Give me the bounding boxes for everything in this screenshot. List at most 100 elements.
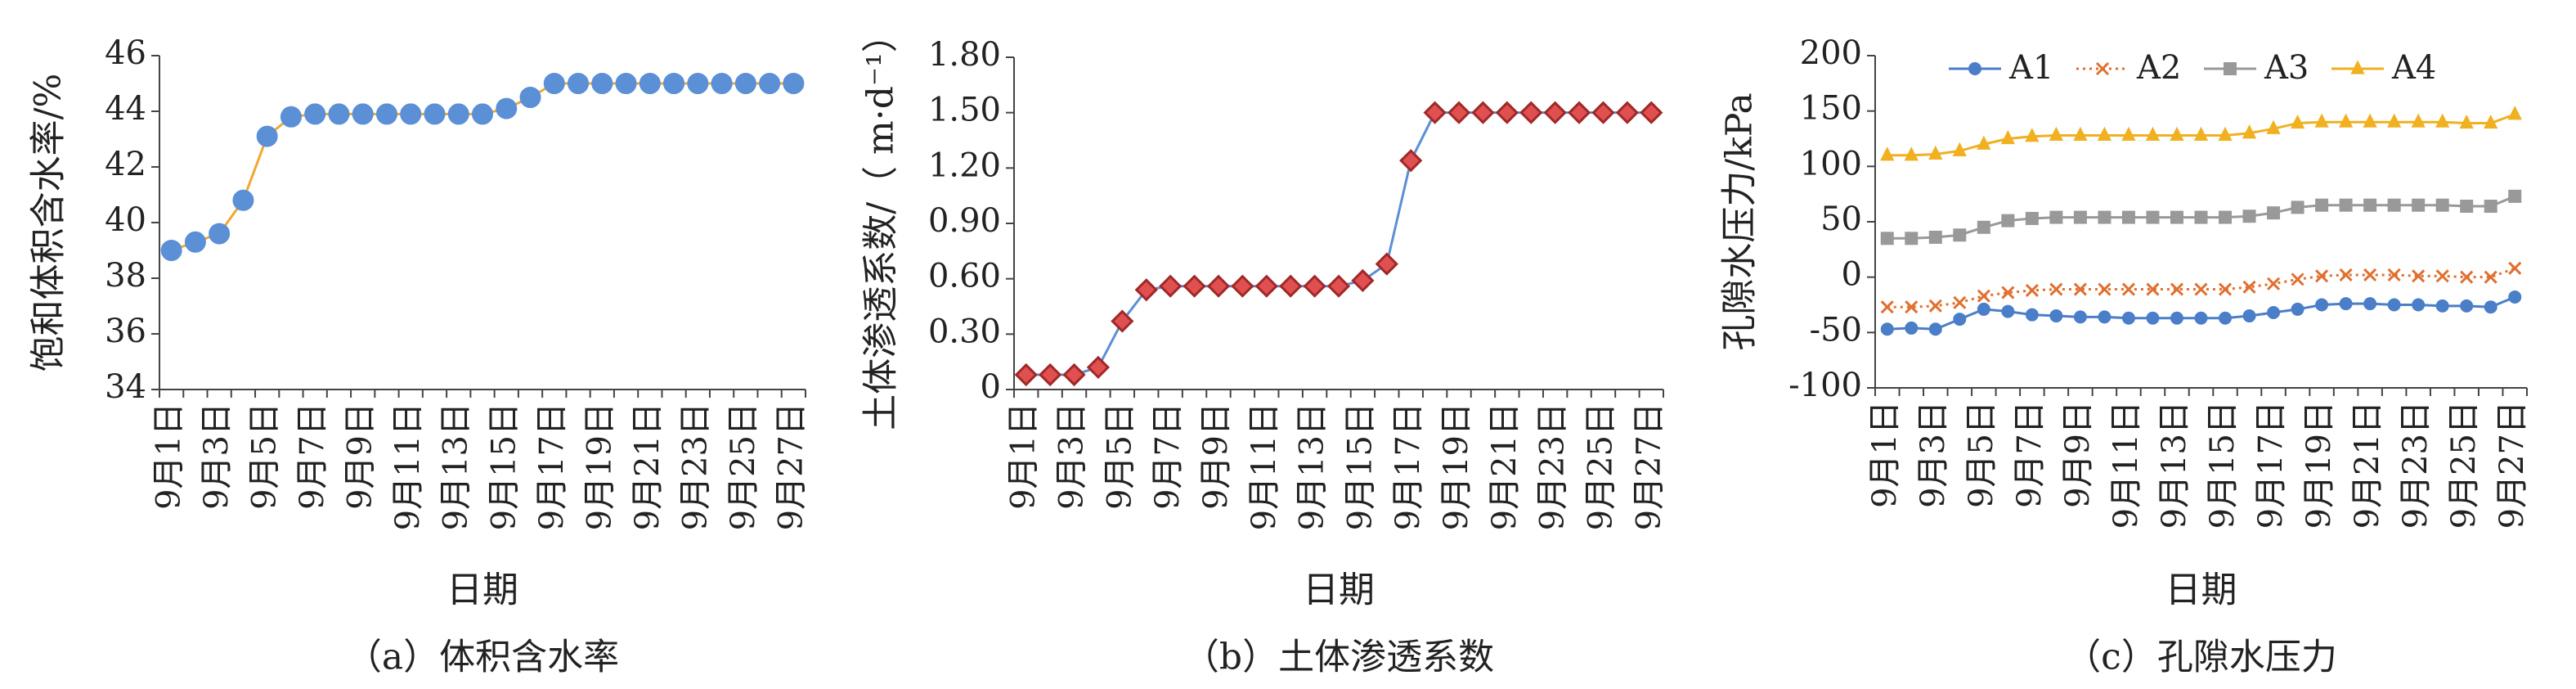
data-point xyxy=(2073,282,2087,296)
data-point xyxy=(2412,298,2426,312)
x-axis-title: 日期 xyxy=(1303,570,1375,611)
x-tick-label: 9月23日 xyxy=(676,403,714,530)
legend-marker xyxy=(1968,62,1981,75)
data-point xyxy=(1014,363,1038,387)
data-point xyxy=(2412,269,2426,283)
y-axis-title: 土体渗透系数/（ m·d⁻¹） xyxy=(860,16,902,430)
y-tick-label: 0 xyxy=(1842,256,1862,294)
data-point xyxy=(2242,309,2256,323)
data-point xyxy=(2098,210,2112,224)
data-point xyxy=(375,103,397,125)
data-point xyxy=(1567,101,1591,124)
data-point xyxy=(2411,113,2426,128)
data-point xyxy=(2001,286,2015,299)
data-point xyxy=(2338,113,2354,128)
data-point xyxy=(2000,129,2015,145)
data-point xyxy=(1904,146,1919,161)
data-point xyxy=(2170,282,2184,296)
data-point xyxy=(1615,101,1640,124)
data-point xyxy=(2267,206,2281,220)
data-point xyxy=(1231,274,1254,298)
x-tick-label: 9月21日 xyxy=(629,403,666,530)
data-point xyxy=(2315,198,2329,212)
data-point xyxy=(2218,282,2233,296)
data-point xyxy=(1471,101,1495,124)
data-point xyxy=(1953,228,1967,242)
data-point xyxy=(1447,101,1471,124)
y-tick-label: 200 xyxy=(1800,34,1862,72)
data-point xyxy=(2049,282,2063,296)
x-tick-label: 9月27日 xyxy=(1630,403,1667,530)
data-point xyxy=(2025,211,2039,225)
x-tick-label: 9月13日 xyxy=(1294,403,1331,530)
data-point xyxy=(1375,252,1398,276)
data-point xyxy=(1953,295,1967,309)
data-point xyxy=(1423,101,1447,124)
data-point xyxy=(1880,300,1894,314)
data-point xyxy=(2121,210,2135,224)
data-point xyxy=(2121,282,2136,296)
data-point xyxy=(2267,305,2281,319)
data-point xyxy=(2363,113,2377,128)
caption: （b）土体渗透系数 xyxy=(1183,637,1494,678)
data-point xyxy=(1134,278,1158,302)
data-point xyxy=(783,73,805,94)
data-point xyxy=(209,223,231,245)
data-point xyxy=(2339,268,2353,282)
data-point xyxy=(2049,309,2063,323)
y-axis-title: 孔隙水压力/kPa xyxy=(1719,92,1761,350)
y-tick-label: 50 xyxy=(1820,200,1862,238)
data-point xyxy=(2194,210,2208,224)
x-tick-label: 9月19日 xyxy=(581,403,618,530)
data-point xyxy=(2363,198,2377,212)
data-point xyxy=(711,73,733,94)
data-point xyxy=(1495,101,1519,124)
x-tick-label: 9月7日 xyxy=(294,403,331,510)
x-tick-label: 9月17日 xyxy=(1389,403,1427,530)
y-tick-label: 100 xyxy=(1800,145,1862,182)
data-point xyxy=(2049,210,2063,224)
data-point xyxy=(184,231,206,253)
x-tick-label: 9月15日 xyxy=(485,403,523,530)
data-point xyxy=(2387,298,2401,312)
data-point xyxy=(1880,146,1895,161)
data-point xyxy=(280,106,302,128)
data-point xyxy=(2170,311,2183,325)
x-tick-label: 9月9日 xyxy=(342,403,379,510)
x-tick-label: 9月5日 xyxy=(1963,401,2000,508)
data-point xyxy=(2266,119,2281,134)
x-tick-label: 9月5日 xyxy=(246,403,284,510)
y-tick-label: 1.20 xyxy=(928,146,1001,184)
y-tick-label: 0.90 xyxy=(928,202,1001,240)
x-tick-label: 9月13日 xyxy=(2156,401,2193,529)
x-tick-label: 9月13日 xyxy=(438,403,475,530)
data-point xyxy=(568,73,590,94)
legend-marker xyxy=(2350,60,2365,74)
x-tick-label: 9月17日 xyxy=(533,403,571,530)
x-tick-label: 9月11日 xyxy=(1245,403,1283,530)
data-point xyxy=(2460,270,2474,284)
data-point xyxy=(2242,209,2256,223)
data-point xyxy=(232,189,254,211)
data-point xyxy=(472,103,493,125)
y-tick-label: -100 xyxy=(1788,367,1862,404)
y-tick-label: 1.80 xyxy=(928,36,1001,74)
data-point xyxy=(1880,322,1894,336)
data-point xyxy=(1905,300,1919,314)
data-point xyxy=(2460,299,2474,313)
x-tick-label: 9月7日 xyxy=(1149,403,1187,510)
data-point xyxy=(1183,274,1206,298)
legend-marker xyxy=(2224,62,2237,75)
x-tick-label: 9月11日 xyxy=(2107,401,2145,529)
x-tick-label: 9月9日 xyxy=(2059,401,2097,508)
data-point xyxy=(2290,114,2305,129)
data-point xyxy=(543,73,565,94)
caption: （a）体积含水率 xyxy=(346,637,619,678)
data-point xyxy=(2242,124,2257,139)
data-point xyxy=(1543,101,1567,124)
data-point xyxy=(1905,232,1919,245)
x-tick-label: 9月3日 xyxy=(1914,401,1952,508)
data-point xyxy=(1977,302,1990,316)
data-point xyxy=(1159,274,1183,298)
